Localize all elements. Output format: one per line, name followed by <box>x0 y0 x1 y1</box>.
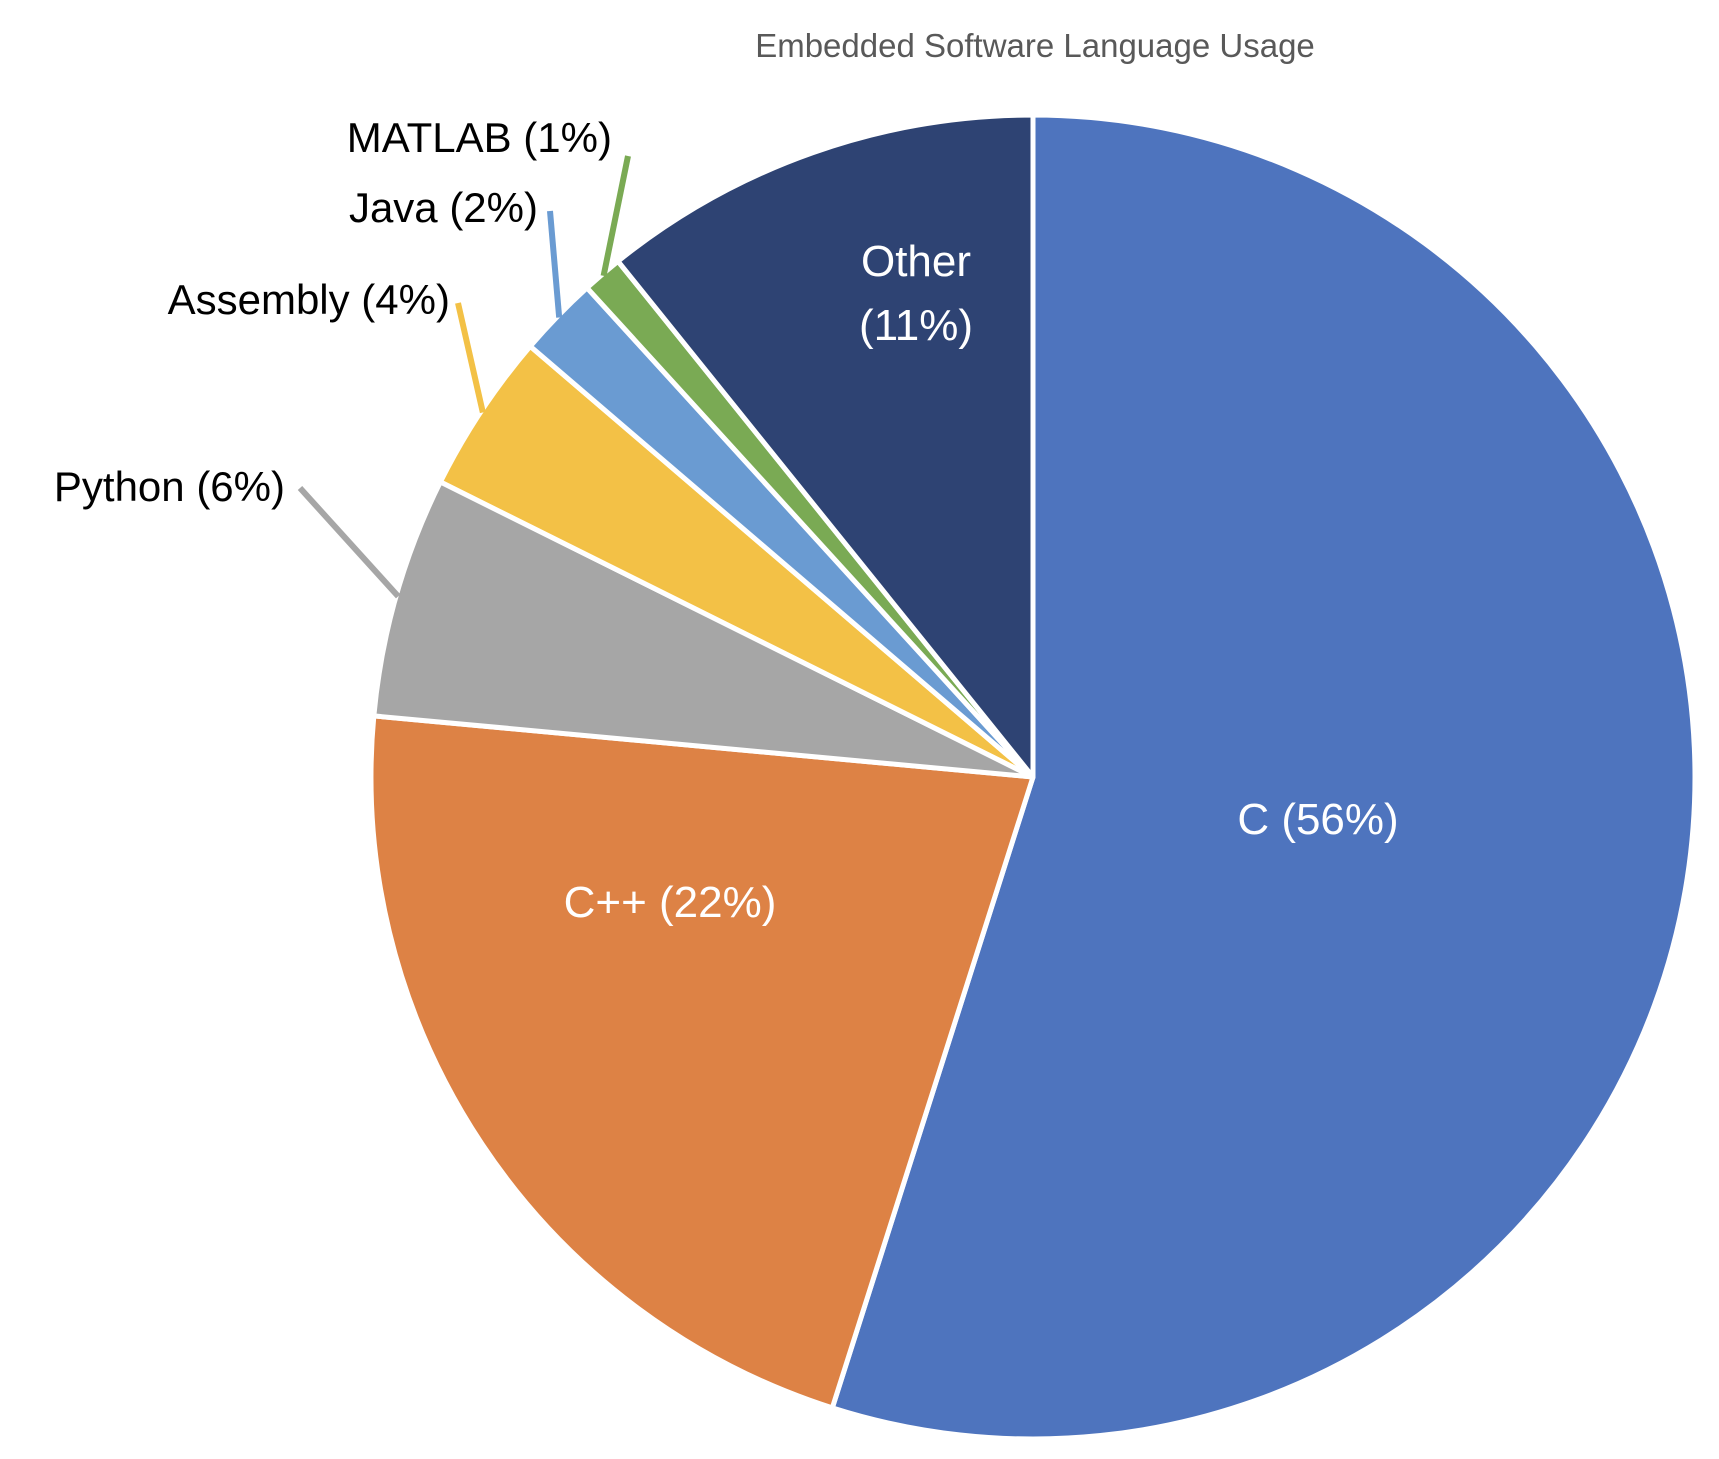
leader-line-java <box>547 210 563 318</box>
slice-label-other-line1: Other <box>861 237 971 286</box>
slice-label-matlab: MATLAB (1%) <box>347 114 612 161</box>
slice-label-other-line2: (11%) <box>859 301 973 350</box>
slice-label-c: C (56%) <box>1237 795 1398 844</box>
leader-line-python <box>297 485 401 599</box>
pie-slice-cpp <box>368 713 1036 1411</box>
pie-slice-other <box>615 112 1036 780</box>
leader-lines <box>297 155 631 599</box>
pie-slices <box>368 112 1698 1442</box>
slice-label-assembly: Assembly (4%) <box>168 276 450 323</box>
chart-title: Embedded Software Language Usage <box>755 27 1315 64</box>
slice-label-python: Python (6%) <box>54 463 285 510</box>
pie-slice-c <box>829 112 1698 1442</box>
leader-line-assembly <box>455 302 486 414</box>
slice-label-java: Java (2%) <box>349 184 538 231</box>
leader-line-matlab <box>600 155 631 277</box>
slice-label-cpp: C++ (22%) <box>564 878 777 927</box>
